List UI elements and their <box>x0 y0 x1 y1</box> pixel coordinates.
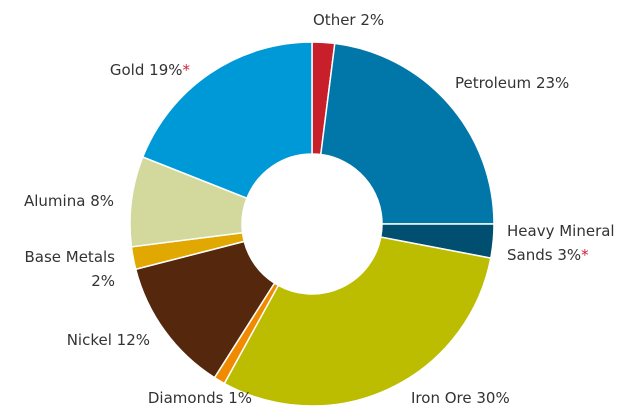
category-label: Other <box>313 11 356 29</box>
value-label: 8% <box>90 192 114 210</box>
slice-label: Petroleum 23% <box>455 71 605 95</box>
value-label: 1% <box>228 389 252 407</box>
category-label: Petroleum <box>455 74 532 92</box>
slice-label: Diamonds 1% <box>110 386 252 410</box>
slice-label: Heavy Mineral Sands 3%* <box>507 219 632 267</box>
category-label: Diamonds <box>147 389 224 407</box>
value-label: 19% <box>149 61 183 79</box>
category-label: Alumina <box>24 192 86 210</box>
donut-slice <box>319 42 495 225</box>
donut-slice <box>134 240 276 379</box>
value-label: 2% <box>360 11 385 29</box>
value-label: 3% <box>557 246 582 264</box>
category-label: Gold <box>109 61 145 79</box>
category-label: Iron Ore <box>411 389 472 407</box>
footnote-mark: * <box>182 61 191 79</box>
slice-label: Gold 19%* <box>60 58 190 82</box>
slice-label: Iron Ore 30% <box>411 386 541 410</box>
value-label: 12% <box>116 331 150 349</box>
slice-label: Alumina 8% <box>0 189 114 213</box>
value-label: 30% <box>476 389 510 407</box>
slice-label: Other 2% <box>313 8 433 32</box>
value-label: 2% <box>91 272 115 290</box>
footnote-mark: * <box>581 246 589 264</box>
category-label: Nickel <box>66 331 112 349</box>
donut-slice <box>141 41 313 200</box>
category-label: Heavy Mineral Sands <box>507 222 615 264</box>
slice-label: Base Metals 2% <box>0 245 115 293</box>
value-label: 23% <box>535 74 570 92</box>
donut-slice <box>223 236 492 407</box>
category-label: Base Metals <box>24 248 115 266</box>
slice-label: Nickel 12% <box>30 328 150 352</box>
